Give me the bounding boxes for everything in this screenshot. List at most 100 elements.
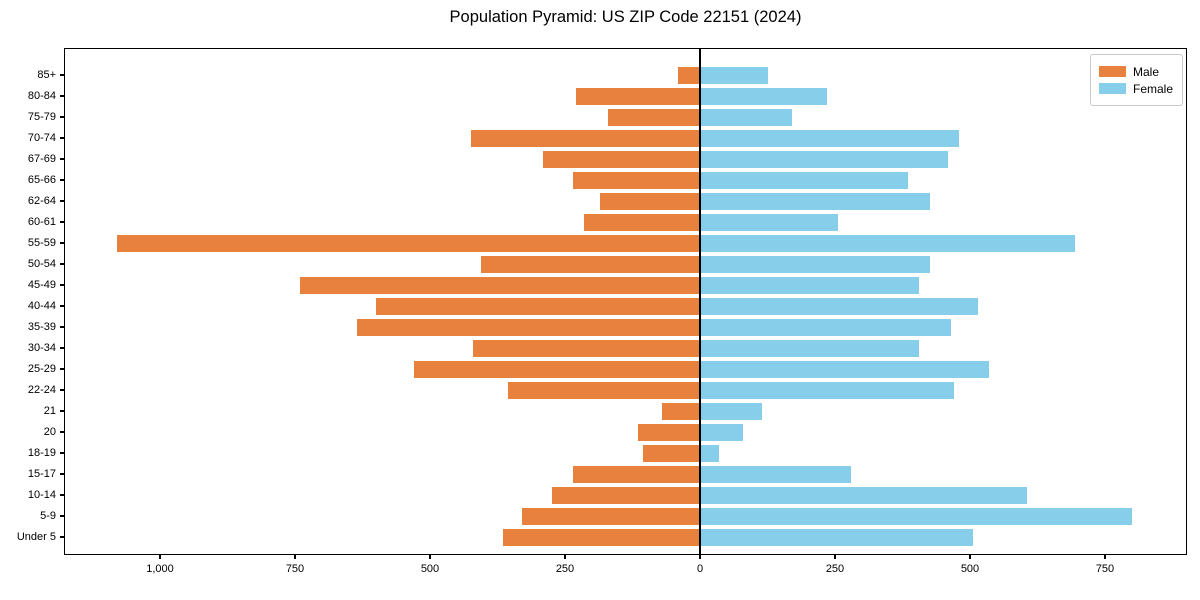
bar-female-55-59 <box>700 234 1076 252</box>
bar-male-62-64 <box>600 192 700 210</box>
x-label-500: 500 <box>960 563 980 575</box>
y-tick-6 <box>60 200 65 202</box>
y-label-under-5: Under 5 <box>16 530 56 543</box>
x-tick-6 <box>969 554 971 559</box>
legend-label-female: Female <box>1133 81 1174 96</box>
y-label-55-59: 55-59 <box>27 236 56 249</box>
bar-female-45-49 <box>700 276 919 294</box>
bar-female-18-19 <box>700 444 719 462</box>
y-label-70-74: 70-74 <box>27 131 56 144</box>
y-tick-22 <box>60 536 65 538</box>
y-tick-12 <box>60 326 65 328</box>
legend-label-male: Male <box>1133 64 1160 79</box>
bar-male-55-59 <box>116 234 700 252</box>
bar-male-70-74 <box>470 129 700 147</box>
y-label-10-14: 10-14 <box>27 488 56 501</box>
x-label-750: 750 <box>1095 563 1115 575</box>
bar-male-75-79 <box>608 108 700 126</box>
y-tick-9 <box>60 263 65 265</box>
y-label-60-61: 60-61 <box>27 215 56 228</box>
y-label-67-69: 67-69 <box>27 152 56 165</box>
x-label-250: 250 <box>555 563 575 575</box>
bar-male-45-49 <box>300 276 700 294</box>
bar-female-5-9 <box>700 507 1132 525</box>
x-label-1000: 1,000 <box>146 563 174 575</box>
y-tick-15 <box>60 389 65 391</box>
y-tick-4 <box>60 158 65 160</box>
bar-female-under-5 <box>700 528 973 546</box>
y-tick-18 <box>60 452 65 454</box>
y-tick-0 <box>60 74 65 76</box>
bar-male-5-9 <box>521 507 700 525</box>
y-label-40-44: 40-44 <box>27 299 56 312</box>
zero-axis-line <box>699 49 701 554</box>
bar-female-85+ <box>700 66 768 84</box>
bar-male-20 <box>637 423 700 441</box>
y-label-21: 21 <box>43 404 56 417</box>
y-tick-2 <box>60 116 65 118</box>
bar-female-75-79 <box>700 108 792 126</box>
y-label-22-24: 22-24 <box>27 383 56 396</box>
bar-male-65-66 <box>573 171 700 189</box>
y-tick-19 <box>60 473 65 475</box>
x-label-250: 250 <box>825 563 845 575</box>
bar-female-67-69 <box>700 150 949 168</box>
y-label-85+: 85+ <box>37 68 56 81</box>
y-tick-11 <box>60 305 65 307</box>
y-tick-10 <box>60 284 65 286</box>
y-label-50-54: 50-54 <box>27 257 56 270</box>
bar-male-under-5 <box>502 528 700 546</box>
y-tick-21 <box>60 515 65 517</box>
x-label-500: 500 <box>420 563 440 575</box>
bar-female-35-39 <box>700 318 952 336</box>
bar-female-62-64 <box>700 192 930 210</box>
y-tick-20 <box>60 494 65 496</box>
bar-male-40-44 <box>376 297 700 315</box>
bar-male-85+ <box>678 66 700 84</box>
y-label-80-84: 80-84 <box>27 89 56 102</box>
x-tick-7 <box>1104 554 1106 559</box>
y-tick-14 <box>60 368 65 370</box>
x-tick-5 <box>834 554 836 559</box>
bar-male-80-84 <box>575 87 700 105</box>
y-label-20: 20 <box>43 425 56 438</box>
bar-female-10-14 <box>700 486 1027 504</box>
bar-male-25-29 <box>413 360 700 378</box>
chart-legend: Male Female <box>1090 54 1184 106</box>
bar-male-67-69 <box>543 150 700 168</box>
bar-male-30-34 <box>473 339 700 357</box>
bar-male-21 <box>662 402 700 420</box>
bar-female-15-17 <box>700 465 852 483</box>
legend-entry-male: Male <box>1099 64 1173 79</box>
y-label-45-49: 45-49 <box>27 278 56 291</box>
bar-male-10-14 <box>551 486 700 504</box>
bar-female-20 <box>700 423 744 441</box>
y-tick-16 <box>60 410 65 412</box>
bar-male-35-39 <box>357 318 700 336</box>
y-tick-1 <box>60 95 65 97</box>
y-tick-7 <box>60 221 65 223</box>
y-tick-3 <box>60 137 65 139</box>
chart-title: Population Pyramid: US ZIP Code 22151 (2… <box>449 8 802 26</box>
bar-male-18-19 <box>643 444 700 462</box>
x-label-750: 750 <box>285 563 305 575</box>
y-label-35-39: 35-39 <box>27 320 56 333</box>
x-tick-2 <box>429 554 431 559</box>
y-label-30-34: 30-34 <box>27 341 56 354</box>
bar-male-15-17 <box>573 465 700 483</box>
y-tick-5 <box>60 179 65 181</box>
bar-male-60-61 <box>583 213 700 231</box>
female-color-swatch <box>1099 83 1126 94</box>
y-label-15-17: 15-17 <box>27 467 56 480</box>
bar-female-65-66 <box>700 171 908 189</box>
y-label-5-9: 5-9 <box>40 509 56 522</box>
legend-entry-female: Female <box>1099 81 1173 96</box>
y-label-62-64: 62-64 <box>27 194 56 207</box>
x-tick-4 <box>699 554 701 559</box>
bar-male-50-54 <box>481 255 700 273</box>
x-label-0: 0 <box>696 563 704 575</box>
bar-female-60-61 <box>700 213 838 231</box>
y-label-65-66: 65-66 <box>27 173 56 186</box>
bar-male-22-24 <box>508 381 700 399</box>
